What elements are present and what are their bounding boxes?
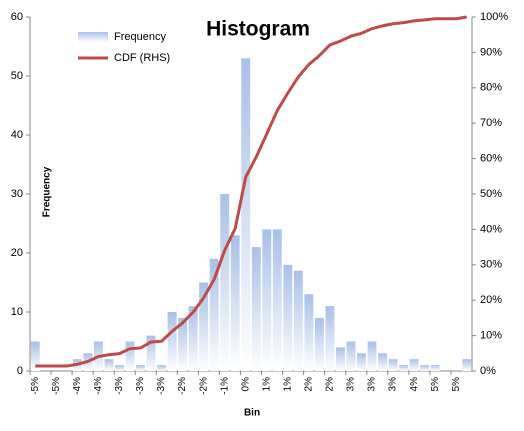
bar [304, 294, 314, 371]
y2-tick-label: 100% [480, 11, 508, 23]
y2-tick-label: 60% [480, 153, 502, 165]
bar [314, 317, 324, 371]
y2-tick-label: 70% [480, 117, 502, 129]
bar [136, 365, 145, 371]
y-tick-label: 10 [11, 306, 23, 318]
x-tick-label: -5% [51, 377, 62, 395]
y2-tick-label: 0% [480, 365, 496, 377]
y2-tick-label: 30% [480, 259, 502, 271]
x-tick-label: 1% [282, 377, 293, 392]
bar [251, 247, 261, 371]
x-tick-label: 2% [304, 377, 315, 392]
bar [146, 335, 156, 371]
legend-swatch [78, 32, 108, 42]
y-tick-label: 0 [17, 365, 23, 377]
y-axis-title: Frequency [42, 166, 53, 217]
y2-tick-label: 90% [480, 46, 502, 58]
x-tick-label: 3% [367, 377, 378, 392]
bar [125, 341, 135, 371]
y2-tick-label: 40% [480, 223, 502, 235]
bar [272, 229, 282, 371]
x-tick-label: -3% [114, 377, 125, 395]
x-tick-label: 3% [388, 377, 399, 392]
chart-title: Histogram [206, 18, 310, 41]
y-tick-label: 60 [11, 11, 23, 23]
bar [462, 359, 472, 371]
legend-label: CDF (RHS) [114, 52, 170, 64]
x-axis-title: Bin [244, 408, 260, 419]
x-tick-label: -2% [177, 377, 188, 395]
bar [283, 264, 293, 371]
y-tick-label: 40 [11, 129, 23, 141]
x-tick-label: 3% [346, 377, 357, 392]
bar [178, 317, 188, 371]
x-tick-label: -5% [30, 377, 41, 395]
bar [114, 365, 124, 371]
x-tick-label: -3% [135, 377, 146, 395]
bar [188, 306, 198, 371]
bar [378, 353, 388, 371]
x-tick-label: -4% [72, 377, 83, 395]
bar [167, 312, 177, 371]
bar [346, 341, 356, 371]
y2-tick-label: 20% [480, 294, 502, 306]
x-tick-label: 5% [430, 377, 441, 392]
x-tick-label: -3% [156, 377, 167, 395]
bar [220, 194, 230, 371]
cdf-line [35, 15, 467, 368]
bar [104, 359, 114, 371]
y-tick-label: 20 [11, 247, 23, 259]
bar [157, 365, 167, 371]
bar [230, 235, 240, 371]
x-tick-label: 4% [409, 377, 420, 392]
bar [199, 282, 209, 371]
bar [325, 306, 335, 371]
bar [399, 365, 409, 371]
bar [209, 258, 219, 371]
x-tick-label: -4% [93, 377, 104, 395]
legend-label: Frequency [114, 31, 166, 43]
x-tick-label: 5% [451, 377, 462, 392]
bar [409, 359, 419, 371]
bar [293, 270, 303, 371]
bar [335, 347, 345, 371]
bar [262, 229, 272, 371]
bar [430, 365, 440, 371]
x-tick-label: 2% [325, 377, 336, 392]
x-tick-label: -1% [219, 377, 230, 395]
y2-tick-label: 10% [480, 330, 502, 342]
y-tick-label: 30 [11, 188, 23, 200]
y2-tick-label: 50% [480, 188, 502, 200]
bar [30, 341, 40, 371]
x-tick-label: -2% [198, 377, 209, 395]
bar [367, 341, 377, 371]
bar [241, 58, 251, 372]
y2-tick-label: 80% [480, 82, 502, 94]
x-tick-label: 0% [240, 377, 251, 392]
bar [388, 359, 398, 371]
bar [357, 353, 366, 371]
bar [420, 365, 430, 371]
x-tick-label: 1% [261, 377, 272, 392]
y-tick-label: 50 [11, 70, 23, 82]
